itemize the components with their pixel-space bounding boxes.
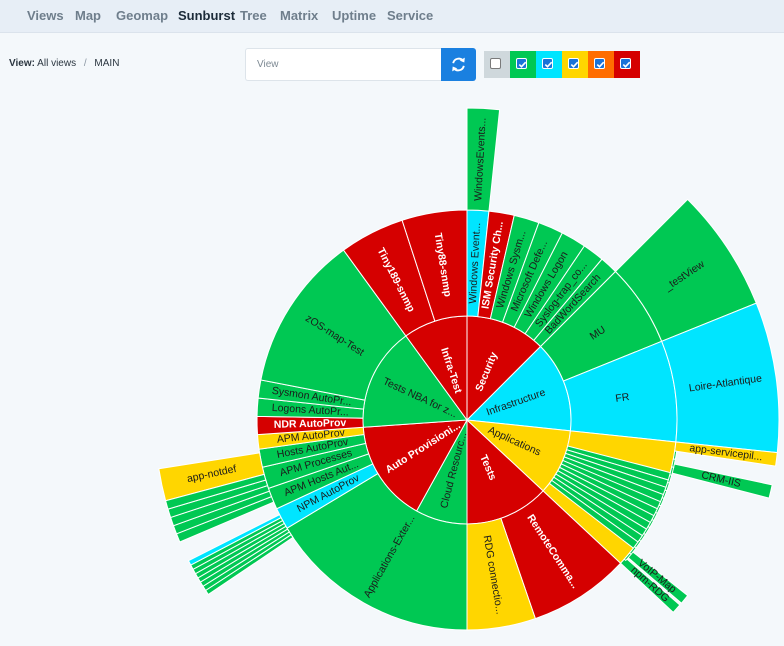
ring2-rdg-connection[interactable]: RDG connectio... bbox=[466, 517, 537, 631]
nav-map[interactable]: Map bbox=[75, 8, 101, 23]
filter-checkbox[interactable] bbox=[568, 58, 579, 69]
segment-label: NDR AutoProv bbox=[274, 417, 347, 431]
breadcrumb-all-views[interactable]: All views bbox=[37, 58, 77, 69]
sunburst-chart: SecurityInfrastructureApplicationsTestsC… bbox=[158, 107, 780, 631]
filter-checkbox[interactable] bbox=[542, 58, 553, 69]
top-navigation: Views Map Geomap Sunburst Tree Matrix Up… bbox=[0, 0, 784, 33]
nav-tree[interactable]: Tree bbox=[240, 8, 267, 23]
breadcrumb-separator: / bbox=[83, 58, 87, 69]
filter-warning[interactable] bbox=[562, 51, 588, 78]
filter-unknown[interactable] bbox=[484, 51, 510, 78]
ring3-app-notdef[interactable]: app-notdef bbox=[158, 452, 265, 502]
nav-matrix[interactable]: Matrix bbox=[280, 8, 319, 23]
segment-label: CRM-IIS bbox=[700, 469, 742, 490]
ring2-tiny88-snmp[interactable]: Tiny88-snmp bbox=[401, 209, 468, 322]
status-filter-group bbox=[484, 51, 640, 78]
filter-checkbox[interactable] bbox=[620, 58, 631, 69]
ring3-windowsevents[interactable]: WindowsEvents... bbox=[466, 107, 501, 212]
ring3-application-leaf[interactable] bbox=[623, 552, 632, 562]
ring3-loire-atlantique[interactable]: Loire-Atlantique bbox=[661, 302, 780, 454]
segment-label: Windows Event... bbox=[467, 222, 483, 304]
segment-label: WindowsEvents... bbox=[472, 117, 488, 201]
view-search-input[interactable] bbox=[246, 49, 448, 80]
segment-label: FR bbox=[615, 391, 631, 405]
ring3-autoprov-leaf[interactable] bbox=[165, 473, 267, 510]
filter-checkbox[interactable] bbox=[490, 58, 501, 69]
breadcrumb-prefix: View: bbox=[9, 58, 35, 69]
ring1-tests-nba[interactable]: Tests NBA for z... bbox=[362, 335, 468, 428]
filter-major[interactable] bbox=[588, 51, 614, 78]
view-search-box bbox=[245, 48, 448, 81]
nav-geomap[interactable]: Geomap bbox=[116, 8, 169, 23]
ring1-infrastructure[interactable]: Infrastructure bbox=[465, 345, 572, 432]
ring2-application-leaf[interactable] bbox=[548, 479, 639, 549]
ring3-crm-iis[interactable]: CRM-IIS bbox=[669, 463, 773, 499]
refresh-button[interactable] bbox=[441, 48, 476, 81]
nav-service[interactable]: Service bbox=[387, 8, 434, 23]
ring3-external-leaf[interactable] bbox=[187, 514, 282, 566]
filter-ok[interactable] bbox=[510, 51, 536, 78]
refresh-icon bbox=[452, 57, 465, 72]
nav-sunburst[interactable]: Sunburst bbox=[178, 8, 236, 23]
filter-checkbox[interactable] bbox=[516, 58, 527, 69]
nav-views[interactable]: Views bbox=[27, 8, 64, 23]
filter-checkbox[interactable] bbox=[594, 58, 605, 69]
filter-critical[interactable] bbox=[614, 51, 640, 78]
nav-uptime[interactable]: Uptime bbox=[332, 8, 377, 23]
breadcrumb: View: All views / MAIN bbox=[9, 58, 119, 69]
ring2-applications-external[interactable]: Applications-Exter... bbox=[286, 472, 468, 631]
filter-info[interactable] bbox=[536, 51, 562, 78]
breadcrumb-main[interactable]: MAIN bbox=[94, 58, 120, 69]
